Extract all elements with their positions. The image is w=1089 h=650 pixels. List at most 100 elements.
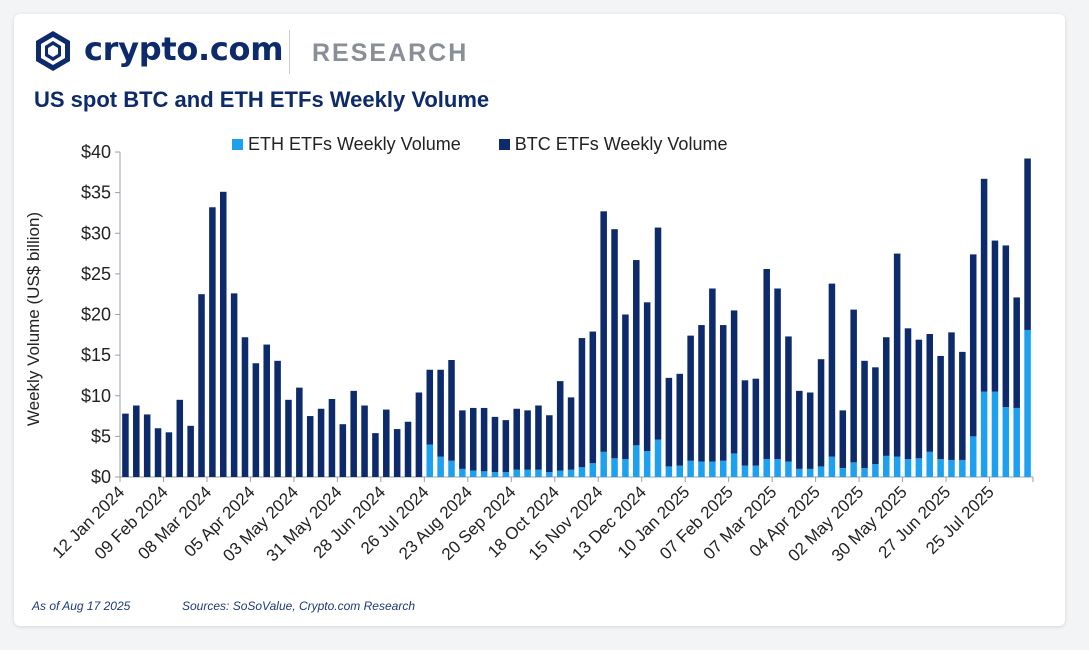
eth-bar: [741, 465, 749, 477]
btc-bar: [241, 337, 249, 477]
btc-bar: [524, 410, 531, 470]
btc-bar: [937, 355, 944, 460]
btc-bar: [850, 309, 857, 463]
btc-bar: [1013, 297, 1020, 408]
eth-bar: [524, 469, 531, 477]
btc-bar: [383, 409, 390, 477]
btc-bar: [796, 390, 803, 469]
btc-bar: [643, 302, 651, 451]
eth-bar: [959, 459, 966, 477]
btc-bar: [578, 338, 586, 468]
brand-name: crypto.com: [84, 30, 284, 68]
y-tick-label: $35: [81, 183, 111, 203]
legend-swatch-btc: [498, 138, 510, 150]
eth-bar: [948, 459, 955, 477]
eth-bar: [676, 465, 684, 477]
btc-bar: [252, 363, 260, 477]
btc-bar: [872, 367, 879, 464]
btc-bar: [437, 369, 444, 457]
eth-bar: [796, 468, 803, 477]
eth-bar: [969, 436, 977, 477]
btc-bar: [676, 373, 684, 466]
section-label: RESEARCH: [312, 39, 469, 67]
btc-bar: [969, 254, 977, 437]
btc-bar: [687, 335, 694, 461]
eth-bar: [926, 451, 934, 477]
y-tick-label: $10: [81, 386, 111, 406]
sources-note: Sources: SoSoValue, Crypto.com Research: [182, 599, 415, 613]
btc-bar: [404, 421, 412, 477]
eth-bar: [665, 466, 673, 477]
eth-bar: [785, 461, 792, 477]
eth-bar: [448, 460, 455, 477]
eth-bar: [567, 469, 575, 477]
eth-bar: [546, 472, 553, 477]
btc-bar: [589, 331, 597, 464]
btc-bar: [904, 328, 912, 460]
eth-bar: [469, 470, 477, 477]
eth-bar: [719, 460, 727, 477]
btc-bar: [535, 405, 542, 470]
btc-bar: [806, 392, 814, 469]
btc-bar: [296, 387, 303, 477]
btc-bar: [893, 253, 901, 457]
eth-bar: [502, 472, 510, 477]
eth-bar: [480, 471, 488, 477]
btc-bar: [350, 390, 357, 477]
legend-label-btc: BTC ETFs Weekly Volume: [514, 133, 728, 154]
btc-bar: [122, 413, 129, 477]
eth-bar: [426, 444, 434, 477]
eth-bar: [915, 458, 923, 477]
eth-bar: [513, 469, 520, 477]
btc-bar: [828, 283, 836, 457]
eth-bar: [491, 472, 499, 477]
as-of-note: As of Aug 17 2025: [32, 599, 131, 613]
eth-bar: [589, 463, 597, 477]
legend-label-eth: ETH ETFs Weekly Volume: [248, 133, 461, 154]
btc-bar: [839, 410, 847, 469]
eth-bar: [730, 453, 738, 477]
btc-bar: [774, 288, 781, 460]
y-tick-label: $30: [81, 223, 111, 243]
y-tick-label: $5: [91, 426, 111, 446]
eth-bar: [752, 465, 760, 477]
btc-bar: [426, 369, 434, 445]
btc-bar: [556, 381, 564, 471]
eth-bar: [861, 468, 868, 477]
chart-title: US spot BTC and ETH ETFs Weekly Volume: [34, 87, 490, 112]
btc-bar: [915, 339, 923, 459]
btc-bar: [165, 432, 173, 477]
eth-bar: [622, 459, 629, 477]
btc-bar: [274, 360, 281, 477]
eth-bar: [698, 461, 705, 477]
btc-bar: [567, 397, 575, 470]
btc-bar: [209, 207, 216, 477]
btc-bar: [698, 325, 705, 462]
btc-bar: [709, 288, 716, 462]
eth-bar: [687, 460, 694, 477]
eth-bar: [535, 469, 542, 477]
eth-bar: [991, 391, 999, 477]
btc-bar: [763, 269, 770, 460]
btc-bar: [154, 428, 162, 477]
btc-bar: [513, 408, 520, 470]
eth-bar: [883, 455, 890, 477]
eth-bar: [1013, 407, 1020, 477]
btc-bar: [948, 332, 955, 460]
btc-bar: [861, 360, 868, 469]
btc-bar: [785, 336, 792, 462]
btc-bar: [611, 229, 618, 459]
btc-bar: [459, 410, 466, 469]
eth-bar: [904, 459, 912, 477]
btc-bar: [415, 392, 423, 477]
btc-bar: [361, 405, 368, 477]
eth-bar: [774, 459, 781, 477]
eth-bar: [937, 459, 944, 477]
eth-bar: [633, 445, 640, 477]
btc-bar: [480, 407, 488, 472]
eth-bar: [459, 468, 466, 477]
btc-bar: [654, 227, 662, 440]
eth-bar: [872, 464, 879, 477]
eth-bar: [709, 461, 716, 477]
